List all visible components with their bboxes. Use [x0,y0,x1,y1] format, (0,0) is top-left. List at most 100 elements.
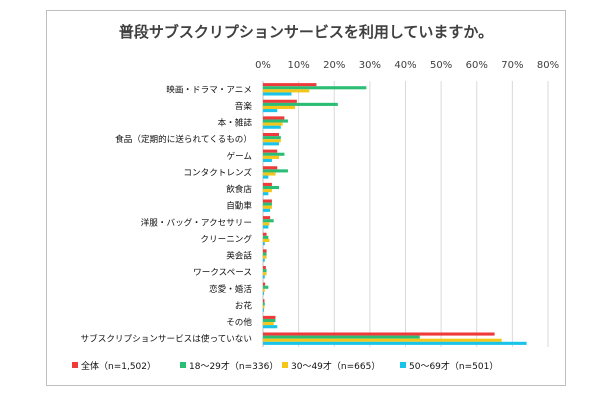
bar [263,109,278,113]
chart-title: 普段サブスクリプションサービスを利用していますか。 [119,23,493,41]
category-label: その他 [226,316,252,328]
bar [263,86,367,90]
category-label: サブスクリプションサービスは使っていない [81,333,252,345]
bar [263,116,285,120]
category-label: ワークスペース [193,267,252,278]
grid-layer [262,81,549,347]
bar [263,132,280,137]
category-label: お花 [235,299,253,311]
category-label: 飲食店 [226,183,252,195]
bar [263,216,271,220]
legend-swatch [282,362,288,368]
x-tick-label: 0% [255,60,271,71]
bar [263,172,276,176]
category-label: 映画・ドラマ・アニメ [166,83,252,95]
bar [263,175,269,179]
bar [263,219,274,223]
x-tick-label: 70% [501,60,523,71]
bar [263,242,265,246]
bar [263,285,269,289]
x-tick-label: 40% [394,60,416,71]
bar [263,299,265,303]
category-label: 自動車 [226,200,252,212]
legend-label: 全体（n=1,502） [81,360,156,372]
bar [263,102,338,106]
bar [263,208,271,212]
bar [263,315,276,319]
bar [263,335,420,339]
bar [263,142,280,146]
legend-swatch [180,362,186,368]
bar [263,125,281,129]
bar [263,83,317,87]
bar [263,302,265,306]
bar [263,318,276,323]
bar [263,232,267,236]
bar [263,255,267,259]
legend-swatch [72,362,78,368]
legend-label: 30～49才（n=665） [291,360,380,372]
legend-label: 18～29才（n=336） [189,360,278,372]
bar [263,252,267,256]
bar [263,288,265,292]
x-tick-label: 10% [288,60,310,71]
bar [263,325,278,329]
legend-swatch [400,362,406,368]
bars [263,83,527,345]
bar [263,265,266,270]
bar [263,322,274,326]
bar [263,205,272,209]
bar [263,166,278,170]
category-label: 音楽 [235,100,253,112]
bar [263,155,280,159]
bar [263,139,281,143]
bar [263,235,269,239]
x-tick-label: 60% [466,60,488,71]
x-axis-ticks: 0% 10% 20% 30% 40% 50% 60% 70% 80% [255,60,559,71]
x-tick-label: 50% [430,60,452,71]
chart-frame [46,10,566,386]
bar [263,136,281,140]
bar [263,222,270,226]
bar [263,152,285,156]
bar [263,182,272,186]
bar [263,341,527,345]
category-label: 英会話 [226,250,252,262]
bar [263,291,265,296]
bar [263,332,495,336]
bar [263,258,265,262]
x-tick-label: 20% [323,60,345,71]
category-label: 恋愛・婚活 [209,283,252,295]
x-tick-label: 80% [537,60,559,71]
category-label: クリーニング [200,233,252,245]
category-label: 本・雑誌 [218,117,253,129]
bar [263,149,278,153]
x-tick-label: 30% [359,60,381,71]
category-label: コンタクトレンズ [183,166,252,178]
category-label: 食品（定期的に送られてくるもの） [115,133,252,145]
bar [263,272,267,276]
bar [263,282,266,286]
bar [263,225,269,229]
bar [263,119,288,123]
bar [263,158,272,163]
bar [263,269,267,273]
bar [263,169,288,173]
legend-label: 50～69才（n=501） [409,360,498,372]
category-label: 洋服・バッグ・アクセサリー [141,216,252,228]
bar [263,89,310,93]
bar [263,122,283,126]
bar [263,99,297,103]
bar [263,185,280,190]
bar [263,238,270,243]
bar [263,275,265,279]
bar [263,92,292,96]
bar [263,105,296,110]
bar [263,202,272,206]
legend: 全体（n=1,502） 18～29才（n=336） 30～49才（n=665） 50～… [72,360,498,372]
bar [263,249,267,253]
bar [263,308,265,312]
category-label: ゲーム [226,150,252,162]
